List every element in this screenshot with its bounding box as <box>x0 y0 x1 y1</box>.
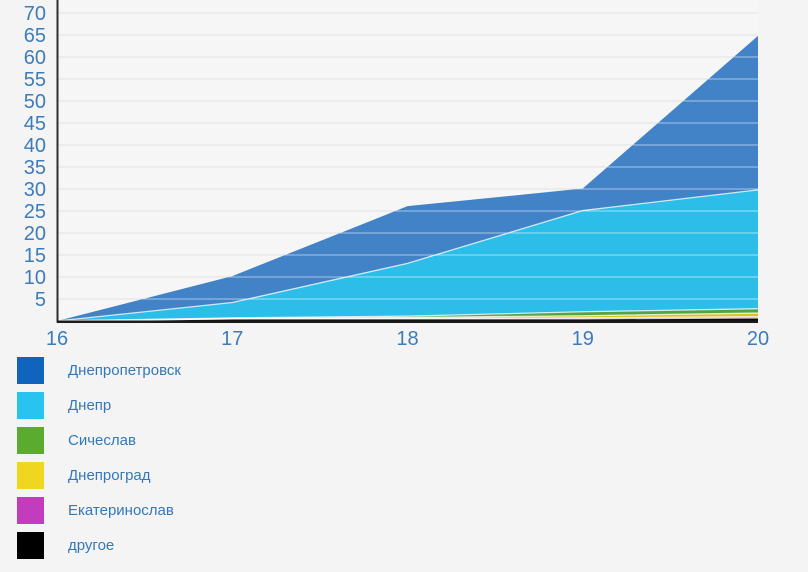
legend-item-2[interactable]: Днепр <box>17 392 181 419</box>
x-axis-tick-label: 20 <box>747 328 769 350</box>
y-axis-tick-label: 35 <box>24 157 46 179</box>
y-axis-tick-label: 40 <box>24 135 46 157</box>
y-axis-tick-label: 70 <box>24 3 46 25</box>
area-series-Днепр <box>57 189 758 321</box>
chart-legend: Днепропетровск Днепр Сичеслав Днепроград Ека… <box>17 357 181 567</box>
y-axis-tick-label: 65 <box>24 25 46 47</box>
legend-label: Днепр <box>68 397 112 414</box>
legend-color-swatch <box>17 357 44 384</box>
area-series-Днепропетровск <box>57 35 758 321</box>
x-axis-tick-label: 16 <box>46 328 68 350</box>
y-axis-tick-label: 5 <box>35 289 46 311</box>
x-axis-tick-label: 18 <box>396 328 418 350</box>
y-axis-tick-label: 30 <box>24 179 46 201</box>
series-boundary-line <box>56 308 759 322</box>
legend-color-swatch <box>17 427 44 454</box>
legend-item-3[interactable]: Сичеслав <box>17 427 181 454</box>
legend-item-1[interactable]: Днепропетровск <box>17 357 181 384</box>
y-axis-tick-label: 55 <box>24 69 46 91</box>
y-axis-tick-label: 25 <box>24 201 46 223</box>
legend-color-swatch <box>17 462 44 489</box>
y-axis-tick-label: 10 <box>24 267 46 289</box>
x-axis-tick-label: 19 <box>572 328 594 350</box>
y-axis-tick-label: 60 <box>24 47 46 69</box>
series-boundary-line <box>56 189 759 322</box>
legend-label: Сичеслав <box>68 432 136 449</box>
legend-label: Екатеринослав <box>68 502 174 519</box>
legend-item-6[interactable]: другое <box>17 532 181 559</box>
legend-label: Днепропетровск <box>68 362 181 379</box>
y-axis-tick-label: 15 <box>24 245 46 267</box>
legend-color-swatch <box>17 392 44 419</box>
legend-label: Днепроград <box>68 467 151 484</box>
y-axis-tick-label: 45 <box>24 113 46 135</box>
y-axis-tick-label: 20 <box>24 223 46 245</box>
legend-label: другое <box>68 537 115 554</box>
area-series-другое <box>57 317 758 321</box>
y-axis-tick-label: 50 <box>24 91 46 113</box>
legend-item-4[interactable]: Днепроград <box>17 462 181 489</box>
legend-color-swatch <box>17 532 44 559</box>
stacked-area-chart: 5 10 15 20 25 30 35 40 45 50 55 60 65 70 16 17 18 19 20 <box>24 0 769 350</box>
x-axis-tick-label: 17 <box>221 328 243 350</box>
legend-item-5[interactable]: Екатеринослав <box>17 497 181 524</box>
legend-color-swatch <box>17 497 44 524</box>
